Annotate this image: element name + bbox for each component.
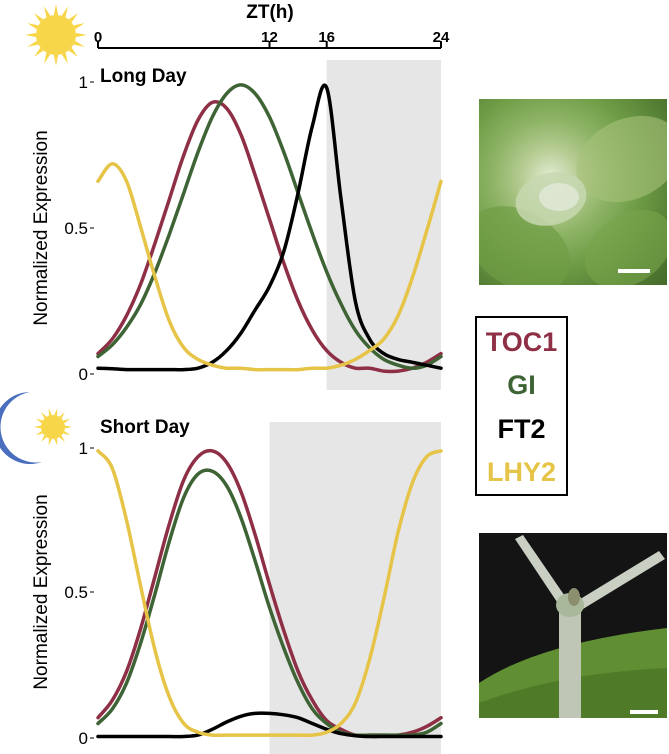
y-axis-long-day: 0 0.5 1 — [64, 73, 94, 384]
panel-title-long-day: Long Day — [100, 66, 187, 87]
moon-icon — [0, 392, 42, 464]
sun-ray — [68, 13, 78, 23]
series-line-lhy2-long-day — [96, 162, 443, 372]
leaf-apex-image — [479, 115, 667, 285]
top-axis-tick-label-0: 0 — [94, 29, 102, 46]
panel-title-short-day: Short Day — [100, 417, 190, 438]
top-axis-tick-label-16: 16 — [318, 29, 335, 46]
moon-icon — [5, 16, 30, 57]
chart-legend: TOC1 GI FT2 LHY2 — [475, 316, 568, 496]
legend-entry-toc1: TOC1 — [485, 327, 558, 357]
sun-ray — [54, 408, 58, 416]
sun-ray — [75, 32, 87, 38]
short-day-icon — [0, 392, 72, 464]
sun-disc — [41, 415, 65, 439]
series-line-ft2-long-day — [96, 83, 443, 372]
sun-ray — [63, 418, 71, 424]
sun-ray — [61, 6, 68, 18]
sun-ray — [53, 54, 59, 66]
sun-ray — [48, 408, 52, 416]
y-tick-label-0: 0 — [79, 365, 88, 384]
sun-ray — [44, 6, 51, 18]
sun-ray — [34, 13, 44, 23]
sun-ray — [73, 23, 85, 30]
series-line-ft2-short-day — [96, 711, 443, 739]
y-axis-short-day: 0 0.5 1 — [64, 439, 94, 748]
series-line-lhy2-short-day — [96, 449, 443, 738]
sun-ray — [25, 32, 37, 38]
sun-ray — [35, 418, 43, 424]
y-axis-label-short-day: Normalized Expression — [31, 494, 52, 689]
sun-ray — [64, 425, 72, 429]
top-axis-tick-label-24: 24 — [433, 29, 450, 46]
series-line-toc1-long-day — [96, 100, 443, 374]
top-axis-tick-label-12: 12 — [261, 29, 278, 46]
y-tick-label-1: 1 — [79, 73, 88, 92]
night-shading-short-day — [269, 422, 441, 754]
sun-ray — [54, 438, 58, 446]
top-axis-label: ZT(h) — [246, 2, 293, 23]
y-tick-label-0: 0 — [79, 729, 88, 748]
sun-ray — [59, 412, 65, 419]
top-zt-axis: ZT(h) 0 12 16 24 — [94, 2, 450, 49]
sun-icon — [25, 4, 87, 66]
y-tick-label-1: 1 — [79, 439, 88, 458]
sun-ray — [53, 4, 59, 16]
sun-ray — [27, 23, 39, 30]
long-day-icon — [5, 4, 87, 66]
sun-disc — [36, 15, 76, 55]
sun-ray — [41, 435, 47, 442]
sun-ray — [41, 412, 47, 419]
sun-ray — [68, 47, 78, 57]
sun-ray — [34, 47, 44, 57]
sun-ray — [73, 40, 85, 47]
stem-apex-image — [479, 535, 667, 718]
sun-ray — [44, 52, 51, 64]
sun-ray — [34, 425, 42, 429]
y-tick-label-0-5: 0.5 — [64, 583, 88, 602]
legend-entry-ft2: FT2 — [497, 414, 546, 444]
series-layer — [96, 83, 443, 739]
sun-ray — [63, 430, 71, 436]
stem-apex-photo — [479, 533, 667, 718]
leaf-apex-photo — [479, 99, 667, 285]
sun-ray — [59, 435, 65, 442]
y-tick-label-0-5: 0.5 — [64, 219, 88, 238]
sun-ray — [35, 430, 43, 436]
sun-ray — [27, 40, 39, 47]
sun-icon — [34, 408, 72, 446]
legend-entry-gi: GI — [507, 370, 536, 400]
y-axis-label-long-day: Normalized Expression — [31, 130, 52, 325]
legend-entry-lhy2: LHY2 — [486, 457, 557, 487]
sun-ray — [61, 52, 68, 64]
sun-ray — [48, 438, 52, 446]
